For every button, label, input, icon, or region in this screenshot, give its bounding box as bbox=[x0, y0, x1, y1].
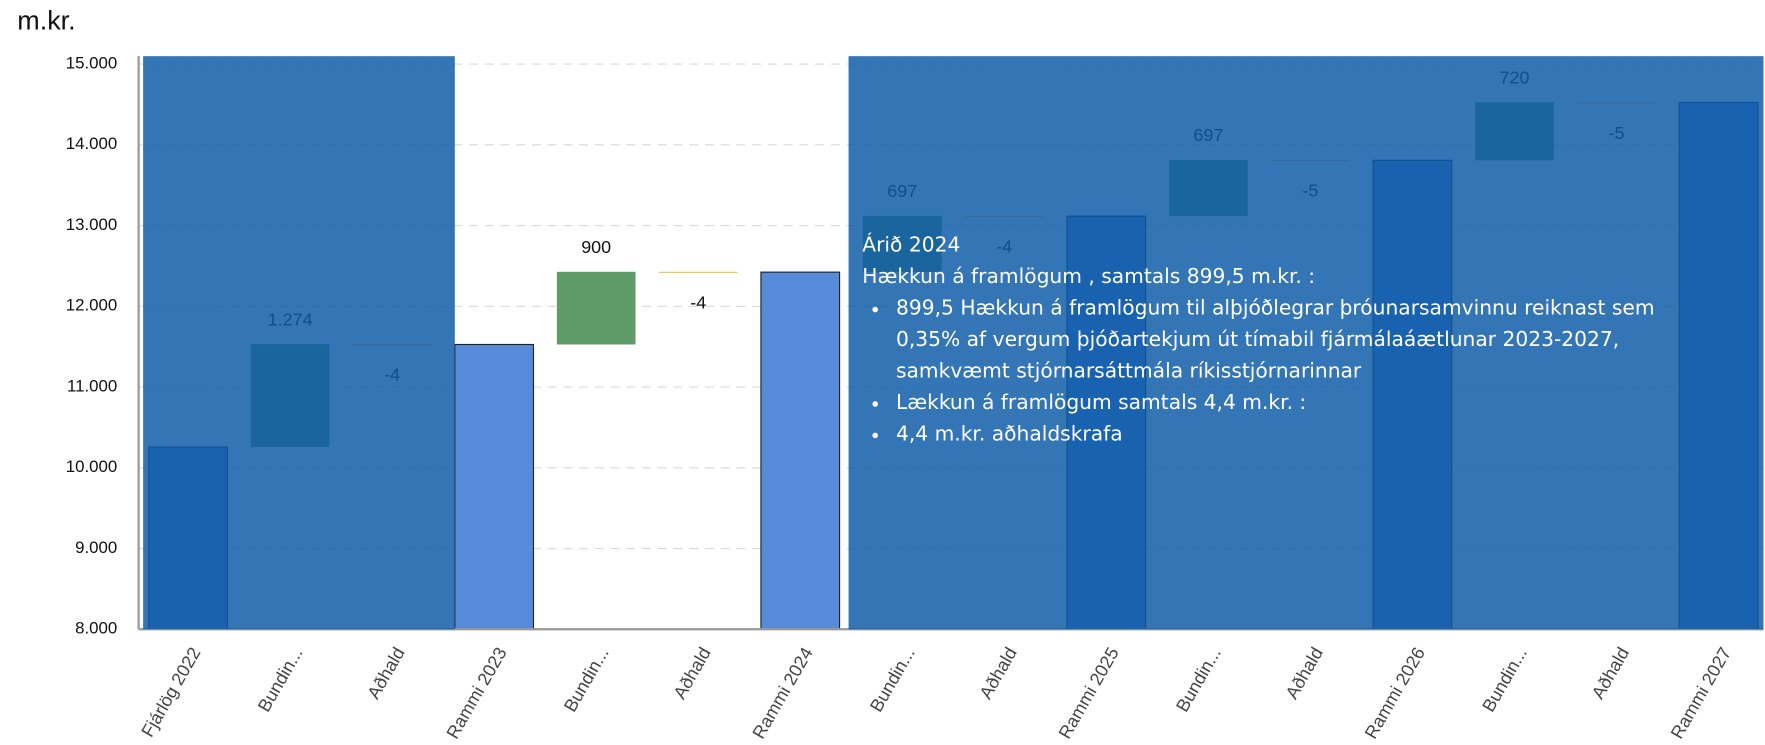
x-tick-label: Rammi 2024 bbox=[749, 644, 817, 742]
y-tick-label: 15.000 bbox=[66, 54, 118, 73]
x-tick-label: Bundin... bbox=[1172, 644, 1225, 715]
y-tick-label: 10.000 bbox=[66, 457, 118, 476]
y-tick-label: 12.000 bbox=[66, 296, 118, 315]
y-tick-label: 11.000 bbox=[67, 376, 117, 395]
x-tick-label: Aðhald bbox=[669, 644, 714, 702]
x-tick-label: Rammi 2026 bbox=[1361, 644, 1429, 742]
tooltip-subtitle: Hækkun á framlögum , samtals 899,5 m.kr.… bbox=[862, 265, 1316, 289]
x-tick-label: Rammi 2025 bbox=[1055, 644, 1123, 742]
overlay bbox=[848, 56, 1764, 630]
tooltip-bullet: 899,5 Hækkun á framlögum til alþjóðlegra… bbox=[891, 293, 1716, 387]
overlay bbox=[143, 56, 455, 630]
tooltip-bullet: 4,4 m.kr. aðhaldskrafa bbox=[891, 419, 1716, 450]
bar bbox=[556, 271, 636, 345]
y-tick-label: 8.000 bbox=[75, 619, 117, 638]
data-label: 900 bbox=[581, 237, 611, 257]
x-tick-label: Fjárlög 2022 bbox=[137, 644, 204, 741]
x-tick-label: Aðhald bbox=[1282, 644, 1327, 702]
x-tick-label: Aðhald bbox=[363, 644, 408, 702]
x-tick-label: Rammi 2027 bbox=[1667, 644, 1735, 742]
y-tick-label: 9.000 bbox=[75, 538, 117, 557]
x-tick-label: Rammi 2023 bbox=[442, 644, 510, 742]
bar bbox=[658, 271, 738, 273]
bar bbox=[454, 343, 535, 630]
y-tick-label: 14.000 bbox=[66, 134, 118, 153]
x-tick-label: Aðhald bbox=[1588, 644, 1633, 702]
x-tick-label: Aðhald bbox=[976, 644, 1021, 702]
tooltip-title: Árið 2024 bbox=[862, 233, 961, 258]
y-tick-label: 13.000 bbox=[66, 215, 118, 234]
tooltip-list: 899,5 Hækkun á framlögum til alþjóðlegra… bbox=[862, 293, 1716, 450]
tooltip-bullet: Lækkun á framlögum samtals 4,4 m.kr. : bbox=[891, 388, 1716, 419]
x-tick-label: Bundin... bbox=[866, 644, 919, 715]
x-tick-label: Bundin... bbox=[560, 644, 613, 715]
bar bbox=[760, 271, 841, 630]
x-tick-label: Bundin... bbox=[1478, 644, 1531, 715]
tooltip-body: Árið 2024 Hækkun á framlögum , samtals 89… bbox=[862, 230, 1716, 450]
x-tick-label: Bundin... bbox=[254, 644, 307, 715]
data-label: -4 bbox=[690, 292, 706, 312]
tooltip: Árið 2024 Hækkun á framlögum , samtals 89… bbox=[862, 230, 1716, 477]
y-axis-label: m.kr. bbox=[17, 6, 75, 36]
